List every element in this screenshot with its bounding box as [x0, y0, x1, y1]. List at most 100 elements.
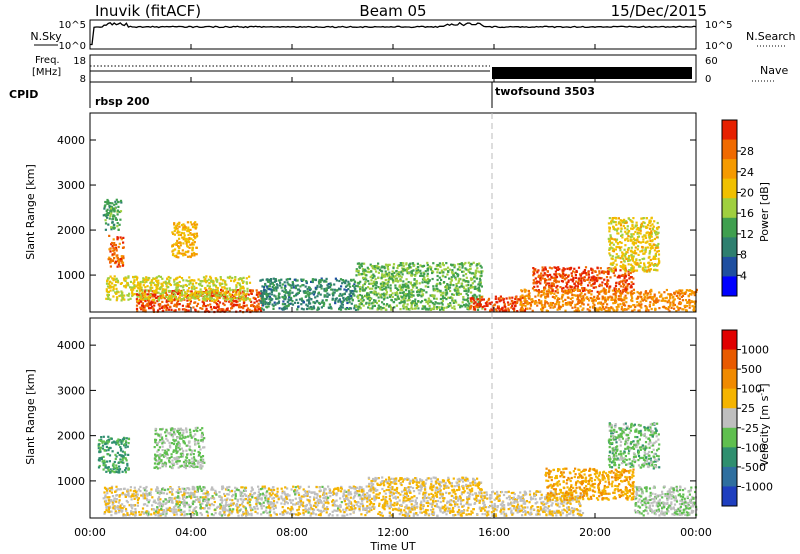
echo-cell — [504, 305, 507, 309]
echo-cell — [331, 297, 334, 300]
echo-cell — [228, 505, 231, 508]
echo-cell — [178, 280, 181, 284]
echo-cell — [537, 280, 540, 283]
echo-cell — [182, 289, 185, 292]
echo-cell — [606, 281, 609, 284]
echo-cell — [165, 293, 169, 296]
echo-cell — [163, 289, 166, 292]
echo-cell — [190, 279, 193, 282]
echo-cell — [257, 495, 260, 499]
echo-cell — [224, 296, 227, 299]
echo-cell — [550, 303, 553, 306]
echo-cell — [571, 293, 574, 296]
echo-cell — [644, 250, 647, 253]
echo-cell — [107, 297, 110, 300]
echo-cell — [314, 288, 317, 291]
echo-cell — [457, 273, 460, 276]
echo-cell — [619, 295, 622, 298]
freq-tick-bottom: 8 — [80, 74, 86, 85]
echo-cell — [436, 278, 439, 282]
echo-cell — [196, 490, 199, 493]
echo-cell — [163, 297, 166, 300]
echo-cell — [147, 299, 150, 302]
echo-cell — [468, 302, 471, 305]
echo-cell — [452, 293, 455, 296]
echo-cell — [550, 285, 553, 288]
echo-cell — [237, 297, 240, 300]
echo-cell — [242, 280, 245, 283]
echo-cell — [180, 231, 183, 235]
echo-cell — [204, 299, 207, 302]
echo-cell — [122, 255, 125, 258]
echo-cell — [406, 284, 409, 287]
echo-cell — [542, 307, 545, 310]
echo-cell — [393, 271, 396, 274]
echo-cell — [625, 288, 628, 291]
echo-cell — [199, 496, 202, 499]
echo-cell — [315, 299, 318, 303]
echo-cell — [228, 310, 231, 313]
echo-cell — [191, 233, 194, 236]
echo-cell — [191, 282, 195, 285]
echo-cell — [114, 217, 117, 220]
echo-cell — [104, 464, 107, 467]
echo-cell — [588, 289, 591, 292]
echo-cell — [236, 297, 239, 300]
echo-cell — [180, 293, 183, 297]
echo-cell — [374, 291, 377, 294]
echo-cell — [474, 274, 477, 277]
echo-cell — [612, 267, 615, 270]
echo-cell — [536, 289, 539, 293]
echo-cell — [257, 494, 260, 497]
echo-cell — [470, 272, 473, 275]
echo-cell — [188, 276, 191, 279]
echo-cell — [606, 298, 610, 301]
echo-cell — [620, 246, 623, 249]
echo-cell — [112, 289, 115, 292]
echo-cell — [112, 467, 115, 471]
sky-left-tick-bottom: 10^0 — [59, 41, 86, 52]
echo-cell — [170, 510, 173, 513]
echo-cell — [435, 287, 438, 290]
echo-cell — [212, 282, 215, 285]
echo-cell — [614, 288, 618, 291]
echo-cell — [656, 269, 659, 272]
echo-cell — [442, 264, 445, 267]
echo-cell — [558, 268, 561, 271]
echo-cell — [512, 307, 515, 310]
echo-cell — [187, 296, 190, 299]
echo-cell — [561, 289, 564, 292]
echo-cell — [124, 467, 128, 470]
echo-cell — [426, 269, 429, 272]
echo-cell — [498, 309, 501, 313]
echo-cell — [127, 276, 130, 279]
echo-cell — [677, 307, 680, 310]
echo-cell — [392, 300, 396, 304]
echo-cell — [207, 293, 210, 296]
echo-cell — [467, 300, 470, 303]
echo-cell — [295, 293, 298, 296]
echo-cell — [449, 304, 452, 307]
echo-cell — [154, 294, 157, 297]
echo-cell — [527, 290, 530, 293]
echo-cell — [107, 449, 110, 452]
echo-cell — [291, 291, 294, 294]
echo-cell — [117, 291, 120, 294]
echo-cell — [278, 296, 281, 299]
echo-cell — [449, 283, 452, 287]
echo-cell — [451, 297, 454, 300]
echo-cell — [365, 278, 368, 281]
echo-cell — [221, 282, 224, 285]
echo-cell — [307, 294, 310, 297]
echo-cell — [118, 223, 121, 226]
echo-cell — [449, 302, 452, 305]
echo-cell — [218, 296, 221, 299]
echo-cell — [539, 282, 542, 285]
echo-cell — [112, 464, 115, 467]
echo-cell — [176, 224, 179, 227]
echo-cell — [625, 251, 628, 254]
echo-cell — [439, 291, 442, 294]
echo-cell — [296, 308, 299, 311]
echo-cell — [528, 302, 531, 305]
echo-cell — [259, 295, 262, 298]
